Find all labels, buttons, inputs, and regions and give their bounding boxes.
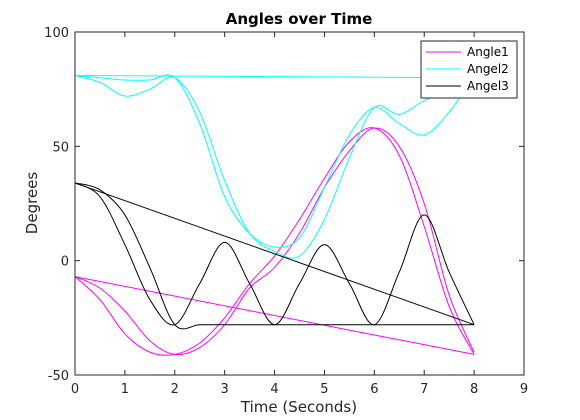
x-tick-label: 6 — [370, 382, 378, 397]
x-tick-label: 9 — [520, 382, 528, 397]
series-1-line-3 — [74, 276, 475, 355]
x-tick-label: 0 — [71, 382, 79, 397]
y-axis: -50 0 50 100 — [44, 26, 524, 384]
y-tick-label: 0 — [61, 255, 69, 270]
x-axis: 0 1 2 3 4 5 6 7 8 9 — [71, 32, 528, 397]
legend-entry-label: Angel3 — [467, 79, 509, 93]
x-tick-label: 1 — [121, 382, 129, 397]
x-tick-label: 2 — [171, 382, 179, 397]
x-axis-label: Time (Seconds) — [240, 398, 357, 416]
chart-title: Angles over Time — [226, 10, 373, 28]
y-tick-label: 50 — [52, 140, 69, 155]
plot-lines — [74, 74, 475, 356]
x-tick-label: 4 — [270, 382, 278, 397]
x-tick-label: 3 — [221, 382, 229, 397]
series-2-line-1 — [74, 74, 475, 259]
legend-entry-label: Angel2 — [467, 62, 509, 76]
series-3-line-3 — [74, 182, 475, 326]
series-3-line-2 — [74, 182, 475, 330]
y-tick-label: -50 — [48, 369, 69, 384]
x-tick-label: 7 — [420, 382, 428, 397]
series-1-line-1 — [74, 127, 475, 356]
series-2-line-2 — [74, 74, 475, 248]
legend: Angle1 Angel2 Angel3 — [420, 40, 518, 99]
series-2-line-3 — [74, 74, 475, 79]
legend-entry-label: Angle1 — [467, 45, 509, 59]
y-axis-label: Degrees — [23, 172, 41, 235]
x-tick-label: 5 — [320, 382, 328, 397]
x-tick-label: 8 — [470, 382, 478, 397]
y-tick-label: 100 — [44, 26, 69, 41]
plot-area-frame — [74, 31, 525, 376]
